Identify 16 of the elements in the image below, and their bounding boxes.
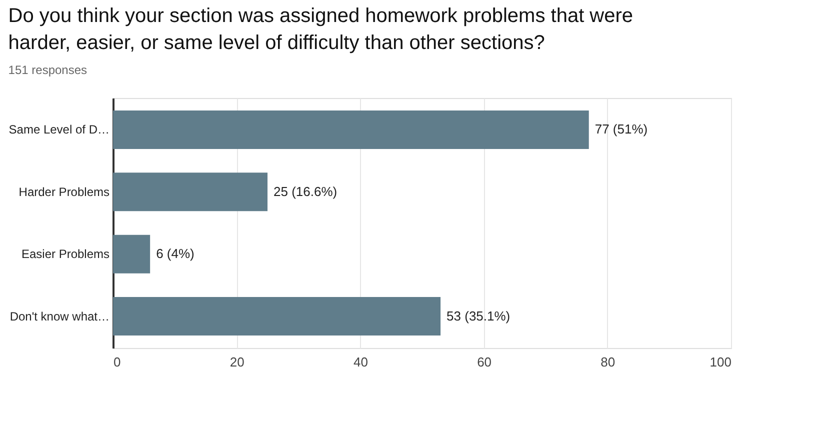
y-tick-label: Easier Problems [21,247,110,262]
data-label: 77 (51%) [594,122,648,137]
y-tick-label: Same Level of D… [8,122,110,137]
x-tick-label: 60 [477,354,492,370]
x-tick-label: 0 [114,354,121,370]
chart-title: Do you think your section was assigned homework problems that were harder, easier, or same level of difficulty than other sections? [8,5,634,54]
y-tick-label: Harder Problems [18,184,110,199]
x-tick-label: 20 [230,354,244,370]
data-label: 53 (35.1%) [446,308,510,324]
y-tick-label: Don't know what… [10,309,110,324]
data-label: 6 (4%) [156,246,194,262]
x-tick-label: 100 [710,354,732,370]
chart-subtitle: 151 responses [8,63,88,77]
data-label: 25 (16.6%) [274,184,338,199]
x-tick-label: 40 [353,354,368,370]
x-tick-label: 80 [600,354,616,370]
